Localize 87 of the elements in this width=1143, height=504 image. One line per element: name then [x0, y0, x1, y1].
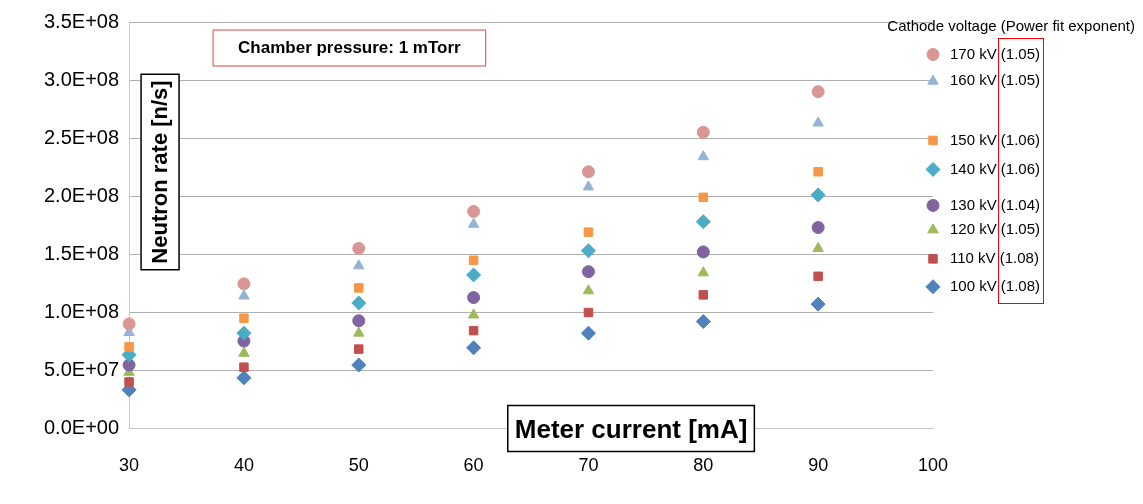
point [467, 291, 481, 305]
series-label: 130 kV (1.04) [950, 195, 1041, 213]
point [580, 243, 596, 259]
point [236, 370, 252, 386]
point [928, 254, 938, 264]
x-tick-label: 70 [578, 455, 599, 476]
point [925, 279, 941, 295]
point [926, 198, 940, 212]
x-tick-label: 100 [917, 455, 949, 476]
point [124, 377, 134, 387]
point [812, 116, 824, 127]
point [926, 48, 940, 62]
point [697, 266, 709, 277]
point [352, 314, 366, 328]
point [927, 74, 939, 85]
point [811, 85, 825, 99]
point [696, 125, 710, 139]
point [697, 150, 709, 161]
point [812, 241, 824, 252]
point [813, 167, 823, 177]
point [582, 180, 595, 191]
point [810, 187, 826, 203]
y-tick-label: 2.5E+08 [43, 125, 120, 148]
series-label: 120 kV (1.05) [950, 219, 1041, 237]
x-axis-title: Meter current [mA] [514, 413, 748, 444]
legend-title: Cathode voltage (Power fit exponent) [887, 17, 1135, 35]
point [239, 362, 249, 372]
point [468, 325, 479, 336]
y-tick-label: 3.5E+08 [43, 9, 120, 32]
y-tick-label: 5.0E+07 [43, 357, 120, 380]
x-tick-label: 90 [808, 455, 829, 476]
point [238, 289, 250, 300]
point [696, 245, 710, 259]
x-tick-label: 80 [693, 455, 714, 476]
point [353, 259, 365, 270]
point [122, 317, 136, 331]
point [354, 283, 364, 293]
point [695, 214, 711, 230]
point [466, 267, 482, 283]
x-tick-label: 40 [233, 455, 254, 476]
x-tick-label: 60 [463, 455, 484, 476]
point [581, 265, 595, 279]
y-axis-title: Neutron rate [n/s] [147, 80, 173, 264]
point [583, 307, 594, 318]
point [122, 358, 136, 372]
series-label: 140 kV (1.06) [950, 159, 1041, 177]
point [237, 277, 251, 291]
point [239, 313, 249, 323]
point [813, 271, 823, 282]
point [468, 255, 479, 266]
point [928, 135, 938, 146]
point [582, 284, 595, 295]
series-label: 100 kV (1.08) [950, 276, 1041, 294]
series-label: 160 kV (1.05) [950, 71, 1041, 89]
point [353, 326, 365, 337]
y-tick-label: 0.0E+00 [43, 415, 120, 438]
point [810, 296, 826, 312]
point [351, 295, 367, 311]
point [351, 357, 367, 373]
point [581, 165, 595, 179]
point [466, 340, 482, 356]
point [811, 221, 825, 235]
annotation: Chamber pressure: 1 mTorr [238, 37, 462, 57]
y-tick-label: 3.0E+08 [43, 67, 120, 90]
y-tick-label: 2.0E+08 [43, 183, 120, 206]
point [352, 241, 366, 255]
point [580, 325, 596, 341]
point [354, 344, 364, 354]
point [467, 217, 480, 228]
point [236, 325, 252, 341]
y-tick-label: 1.0E+08 [43, 299, 120, 322]
series-label: 110 kV (1.08) [950, 249, 1039, 267]
point [698, 290, 709, 300]
point [467, 308, 480, 319]
x-tick-label: 30 [119, 455, 140, 476]
point [583, 227, 594, 237]
point [124, 342, 134, 352]
point [698, 192, 709, 203]
point [925, 161, 941, 177]
point [927, 223, 939, 234]
series-label: 170 kV (1.05) [950, 44, 1041, 62]
x-tick-label: 50 [348, 455, 369, 476]
y-tick-label: 1.5E+08 [43, 241, 120, 264]
series-label: 150 kV (1.06) [950, 130, 1041, 148]
point [238, 346, 250, 357]
point [467, 205, 481, 218]
point [695, 314, 711, 330]
